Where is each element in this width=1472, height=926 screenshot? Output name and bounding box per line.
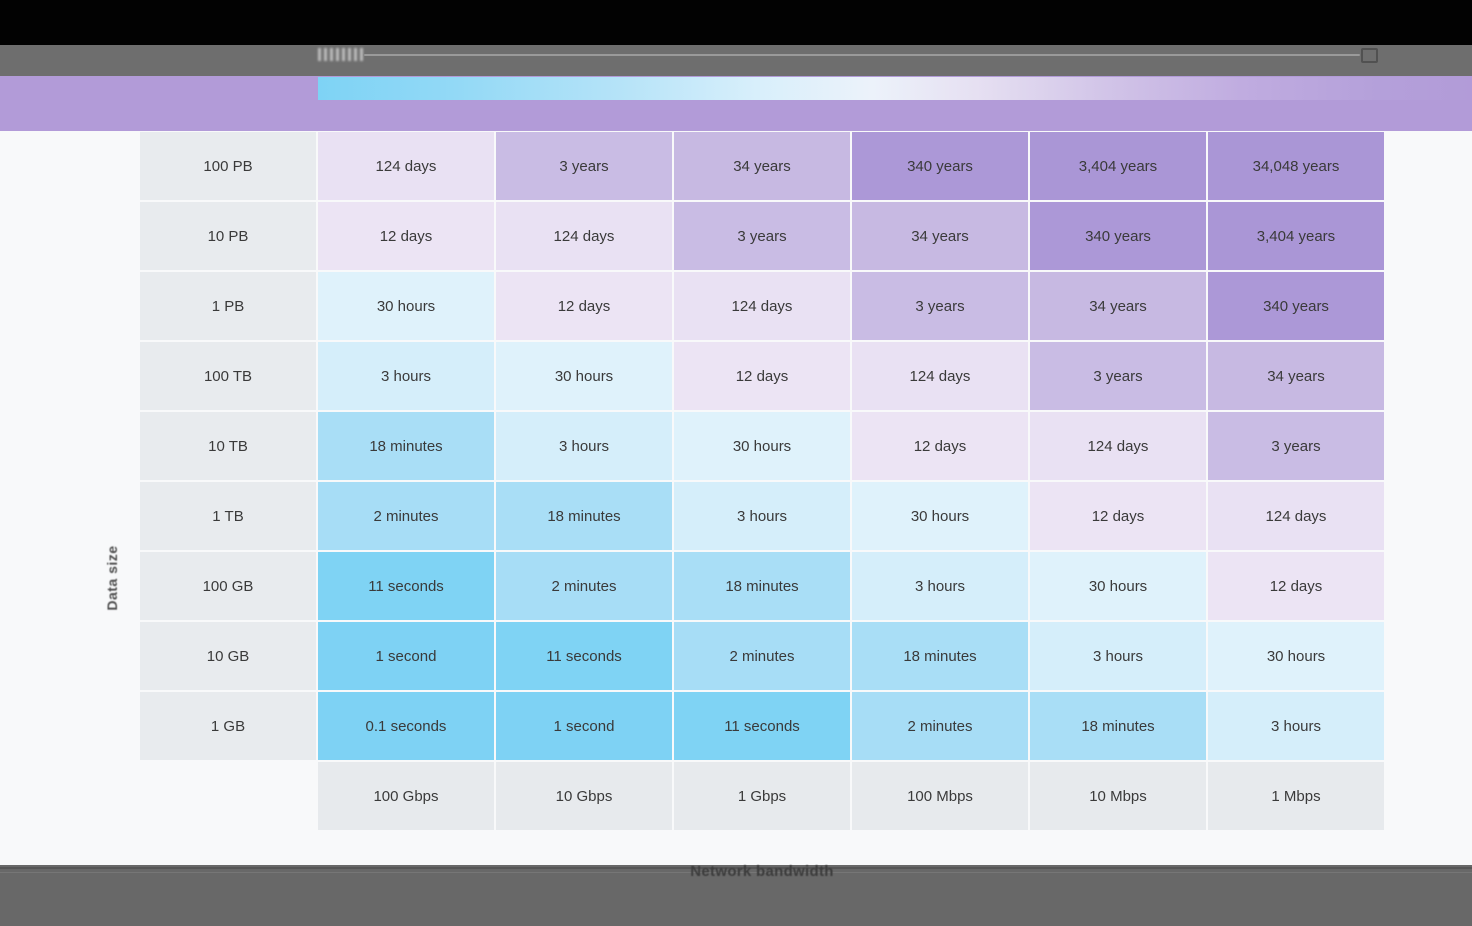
heatmap-cell: 30 hours (496, 342, 672, 410)
heatmap-cell: 340 years (1030, 202, 1206, 270)
progress-scrubber[interactable] (364, 54, 1360, 56)
heatmap-cell: 3 years (496, 132, 672, 200)
heatmap-cell: 3 years (1030, 342, 1206, 410)
heatmap-cell: 124 days (318, 132, 494, 200)
heatmap-cell: 3 hours (318, 342, 494, 410)
heatmap-cell: 2 minutes (852, 692, 1028, 760)
top-black-bar (0, 0, 1472, 45)
fullscreen-icon[interactable] (1361, 48, 1378, 63)
row-label-cell: 10 TB (140, 412, 316, 480)
heatmap-cell: 124 days (1208, 482, 1384, 550)
heatmap-cell: 34 years (674, 132, 850, 200)
heatmap-cell: 12 days (674, 342, 850, 410)
heatmap-cell: 18 minutes (318, 412, 494, 480)
heatmap-cell: 18 minutes (496, 482, 672, 550)
heatmap-cell: 34 years (1208, 342, 1384, 410)
footer-divider-line (0, 867, 1472, 869)
heatmap-cell: 3 hours (852, 552, 1028, 620)
heatmap-cell: 34 years (1030, 272, 1206, 340)
heatmap-cell: 30 hours (1208, 622, 1384, 690)
speed-label-cell: 1 Gbps (674, 762, 850, 830)
heatmap-cell: 34,048 years (1208, 132, 1384, 200)
x-axis-label: Network bandwidth (690, 863, 834, 880)
heatmap-cell: 3,404 years (1208, 202, 1384, 270)
heatmap-cell: 11 seconds (496, 622, 672, 690)
heatmap-cell: 1 second (496, 692, 672, 760)
heatmap-cell: 3 hours (1208, 692, 1384, 760)
heatmap-cell: 1 second (318, 622, 494, 690)
heatmap-cell: 3 years (674, 202, 850, 270)
heatmap-cell: 11 seconds (674, 692, 850, 760)
chart-area: Data size 100 PB 124 days 3 years 34 years 3… (0, 131, 1472, 865)
row-label-cell: 1 GB (140, 692, 316, 760)
heatmap-cell: 18 minutes (1030, 692, 1206, 760)
row-label-cell: 10 GB (140, 622, 316, 690)
heatmap-cell: 11 seconds (318, 552, 494, 620)
viewer-toolbar (0, 45, 1472, 76)
row-label-cell: 100 GB (140, 552, 316, 620)
heatmap-cell: 340 years (1208, 272, 1384, 340)
heatmap-cell: 12 days (496, 272, 672, 340)
heatmap-cell: 340 years (852, 132, 1028, 200)
speed-label-cell: 100 Mbps (852, 762, 1028, 830)
footer-divider-line-2 (0, 872, 1472, 873)
toolbar-text-artifact (318, 48, 364, 61)
heatmap-cell: 30 hours (674, 412, 850, 480)
transfer-table: 100 PB 124 days 3 years 34 years 340 years 3,… (140, 132, 1384, 830)
heatmap-cell: 2 minutes (674, 622, 850, 690)
heatmap-cell: 2 minutes (496, 552, 672, 620)
heatmap-cell: 3 years (852, 272, 1028, 340)
heatmap-cell: 124 days (852, 342, 1028, 410)
heatmap-cell: 18 minutes (674, 552, 850, 620)
heatmap-cell: 0.1 seconds (318, 692, 494, 760)
heatmap-cell: 30 hours (1030, 552, 1206, 620)
y-axis-label: Data size (104, 545, 120, 611)
heatmap-cell: 12 days (318, 202, 494, 270)
speed-label-cell: 100 Gbps (318, 762, 494, 830)
row-label-cell: 1 PB (140, 272, 316, 340)
color-scale-legend (318, 77, 1472, 100)
row-label-cell: 1 TB (140, 482, 316, 550)
heatmap-cell: 124 days (496, 202, 672, 270)
row-label-cell: 10 PB (140, 202, 316, 270)
heatmap-cell: 3,404 years (1030, 132, 1206, 200)
header-band (0, 76, 1472, 131)
corner-cell (140, 762, 316, 830)
speed-label-cell: 1 Mbps (1208, 762, 1384, 830)
heatmap-cell: 3 years (1208, 412, 1384, 480)
heatmap-cell: 12 days (1030, 482, 1206, 550)
heatmap-cell: 124 days (674, 272, 850, 340)
heatmap-cell: 3 hours (674, 482, 850, 550)
footer-bar: Network bandwidth (0, 863, 1472, 926)
row-label-cell: 100 TB (140, 342, 316, 410)
heatmap-cell: 2 minutes (318, 482, 494, 550)
heatmap-cell: 12 days (852, 412, 1028, 480)
speed-label-cell: 10 Gbps (496, 762, 672, 830)
heatmap-cell: 30 hours (318, 272, 494, 340)
heatmap-cell: 3 hours (496, 412, 672, 480)
row-label-cell: 100 PB (140, 132, 316, 200)
heatmap-cell: 18 minutes (852, 622, 1028, 690)
heatmap-cell: 124 days (1030, 412, 1206, 480)
heatmap-cell: 30 hours (852, 482, 1028, 550)
heatmap-cell: 34 years (852, 202, 1028, 270)
heatmap-cell: 12 days (1208, 552, 1384, 620)
heatmap-cell: 3 hours (1030, 622, 1206, 690)
speed-label-cell: 10 Mbps (1030, 762, 1206, 830)
